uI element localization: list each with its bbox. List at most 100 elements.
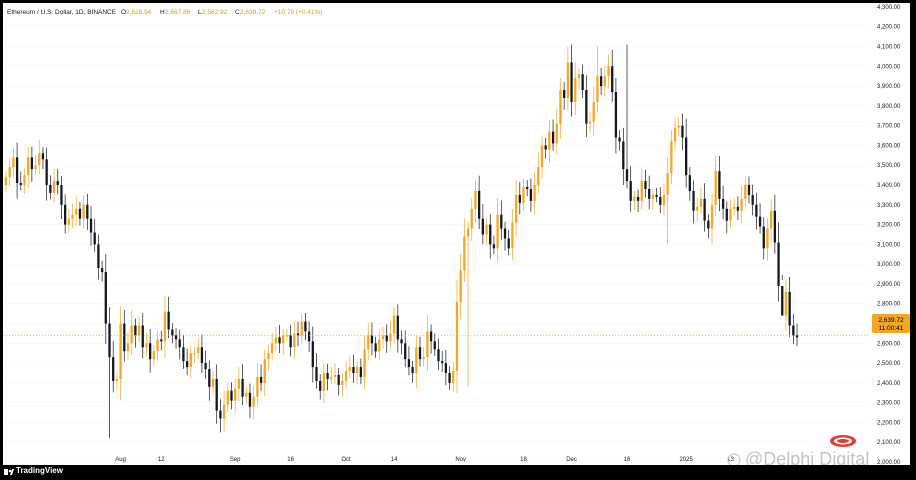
candle-body xyxy=(544,145,547,150)
candles xyxy=(4,44,799,439)
candle-body xyxy=(599,76,603,87)
candle-body xyxy=(378,339,381,352)
candle-body xyxy=(189,353,192,368)
candle-body xyxy=(429,331,433,342)
y-tick-label: 4,000.00 xyxy=(877,64,901,70)
candle-body xyxy=(67,218,70,225)
low-value: 2,562.92 xyxy=(202,9,228,16)
candle-body xyxy=(296,333,300,336)
candle-body xyxy=(755,204,758,217)
candle-body xyxy=(622,141,625,170)
candle-body xyxy=(577,74,581,79)
candle-body xyxy=(463,236,466,271)
price-badge-value: 2,639.72 xyxy=(878,317,904,324)
candle-body xyxy=(141,325,144,348)
candle-body xyxy=(112,357,115,381)
us-flag-icon xyxy=(830,435,856,447)
price-label-badge: 2,639.72 11:00:41 xyxy=(872,314,910,333)
candle-body xyxy=(134,325,137,336)
candle-body xyxy=(322,372,326,391)
candle-body xyxy=(30,157,34,170)
candle-body xyxy=(455,301,459,372)
candle-body xyxy=(699,198,703,207)
tradingview-logo-icon xyxy=(4,469,14,475)
candle-body xyxy=(703,198,706,221)
candle-body xyxy=(38,153,41,166)
candle-body xyxy=(208,369,211,387)
candle-body xyxy=(474,190,477,209)
candle-body xyxy=(200,347,204,364)
candle-body xyxy=(8,167,11,178)
candle-body xyxy=(644,181,647,189)
candle-body xyxy=(4,177,8,186)
candle-body xyxy=(526,187,529,189)
candle-body xyxy=(274,337,277,344)
x-tick-label: 13 xyxy=(727,457,734,463)
candle-body xyxy=(404,343,407,360)
candle-body xyxy=(41,153,45,160)
footer-bar: TradingView xyxy=(0,465,916,480)
candle-body xyxy=(385,335,388,342)
candle-body xyxy=(359,367,363,377)
candle-body xyxy=(574,78,577,102)
candle-body xyxy=(160,339,163,342)
candle-body xyxy=(108,323,111,358)
candle-body xyxy=(86,204,89,219)
candle-body xyxy=(448,372,451,383)
candle-body xyxy=(15,157,19,184)
y-tick-label: 3,700.00 xyxy=(877,124,901,130)
candle-body xyxy=(555,123,558,144)
candle-body xyxy=(211,378,215,387)
candle-body xyxy=(197,347,200,354)
candle-body xyxy=(773,210,777,243)
candle-body xyxy=(204,363,207,370)
candle-body xyxy=(89,218,93,233)
candle-body xyxy=(104,272,107,324)
candle-body xyxy=(352,367,355,373)
candle-body xyxy=(633,196,636,201)
candle-body xyxy=(60,185,63,205)
candle-body xyxy=(648,188,651,199)
price-chart[interactable]: 4,300.00 4,200.00 4,100.00 4,000.00 3,900.00… xyxy=(3,3,910,465)
time-axis[interactable]: Aug 12 Sep 16 Oct 14 Nov 18 Dec 16 2025 13 xyxy=(115,457,734,463)
candle-body xyxy=(226,390,229,405)
y-tick-label: 2,600.00 xyxy=(877,341,901,347)
y-tick-label: 3,300.00 xyxy=(877,203,901,209)
candle-body xyxy=(466,228,470,237)
candle-body xyxy=(792,325,795,336)
candle-body xyxy=(788,291,791,326)
candle-body xyxy=(289,335,292,348)
candle-body xyxy=(174,335,178,340)
candle-body xyxy=(489,224,492,245)
candle-body xyxy=(241,378,244,397)
chart-panel[interactable]: 4,300.00 4,200.00 4,100.00 4,000.00 3,900.00… xyxy=(3,3,910,465)
candle-body xyxy=(559,90,562,124)
y-tick-label: 3,100.00 xyxy=(877,242,901,248)
candle-body xyxy=(673,127,677,142)
candle-body xyxy=(319,380,322,391)
candle-body xyxy=(149,343,152,360)
close-label: C xyxy=(235,9,240,16)
low-label: L xyxy=(198,9,202,16)
candle-body xyxy=(511,222,514,249)
candle-body xyxy=(655,194,658,197)
y-tick-label: 2,900.00 xyxy=(877,282,901,288)
candle-body xyxy=(23,175,26,186)
price-axis[interactable]: 4,300.00 4,200.00 4,100.00 4,000.00 3,900.00… xyxy=(877,5,901,465)
x-tick-label: 16 xyxy=(287,457,294,463)
candle-body xyxy=(178,339,181,348)
candle-body xyxy=(540,145,544,168)
candle-body xyxy=(307,331,311,342)
y-tick-label: 2,500.00 xyxy=(877,361,901,367)
candle-body xyxy=(736,206,740,211)
candle-body xyxy=(93,232,96,245)
wechat-icon xyxy=(727,453,741,465)
candle-body xyxy=(374,343,377,352)
y-tick-label: 3,500.00 xyxy=(877,163,901,169)
candle-body xyxy=(293,333,296,348)
candle-body xyxy=(666,173,669,195)
candle-body xyxy=(503,228,507,239)
x-tick-label: 2025 xyxy=(679,457,693,463)
candle-body xyxy=(770,210,773,229)
candle-body xyxy=(588,121,592,124)
